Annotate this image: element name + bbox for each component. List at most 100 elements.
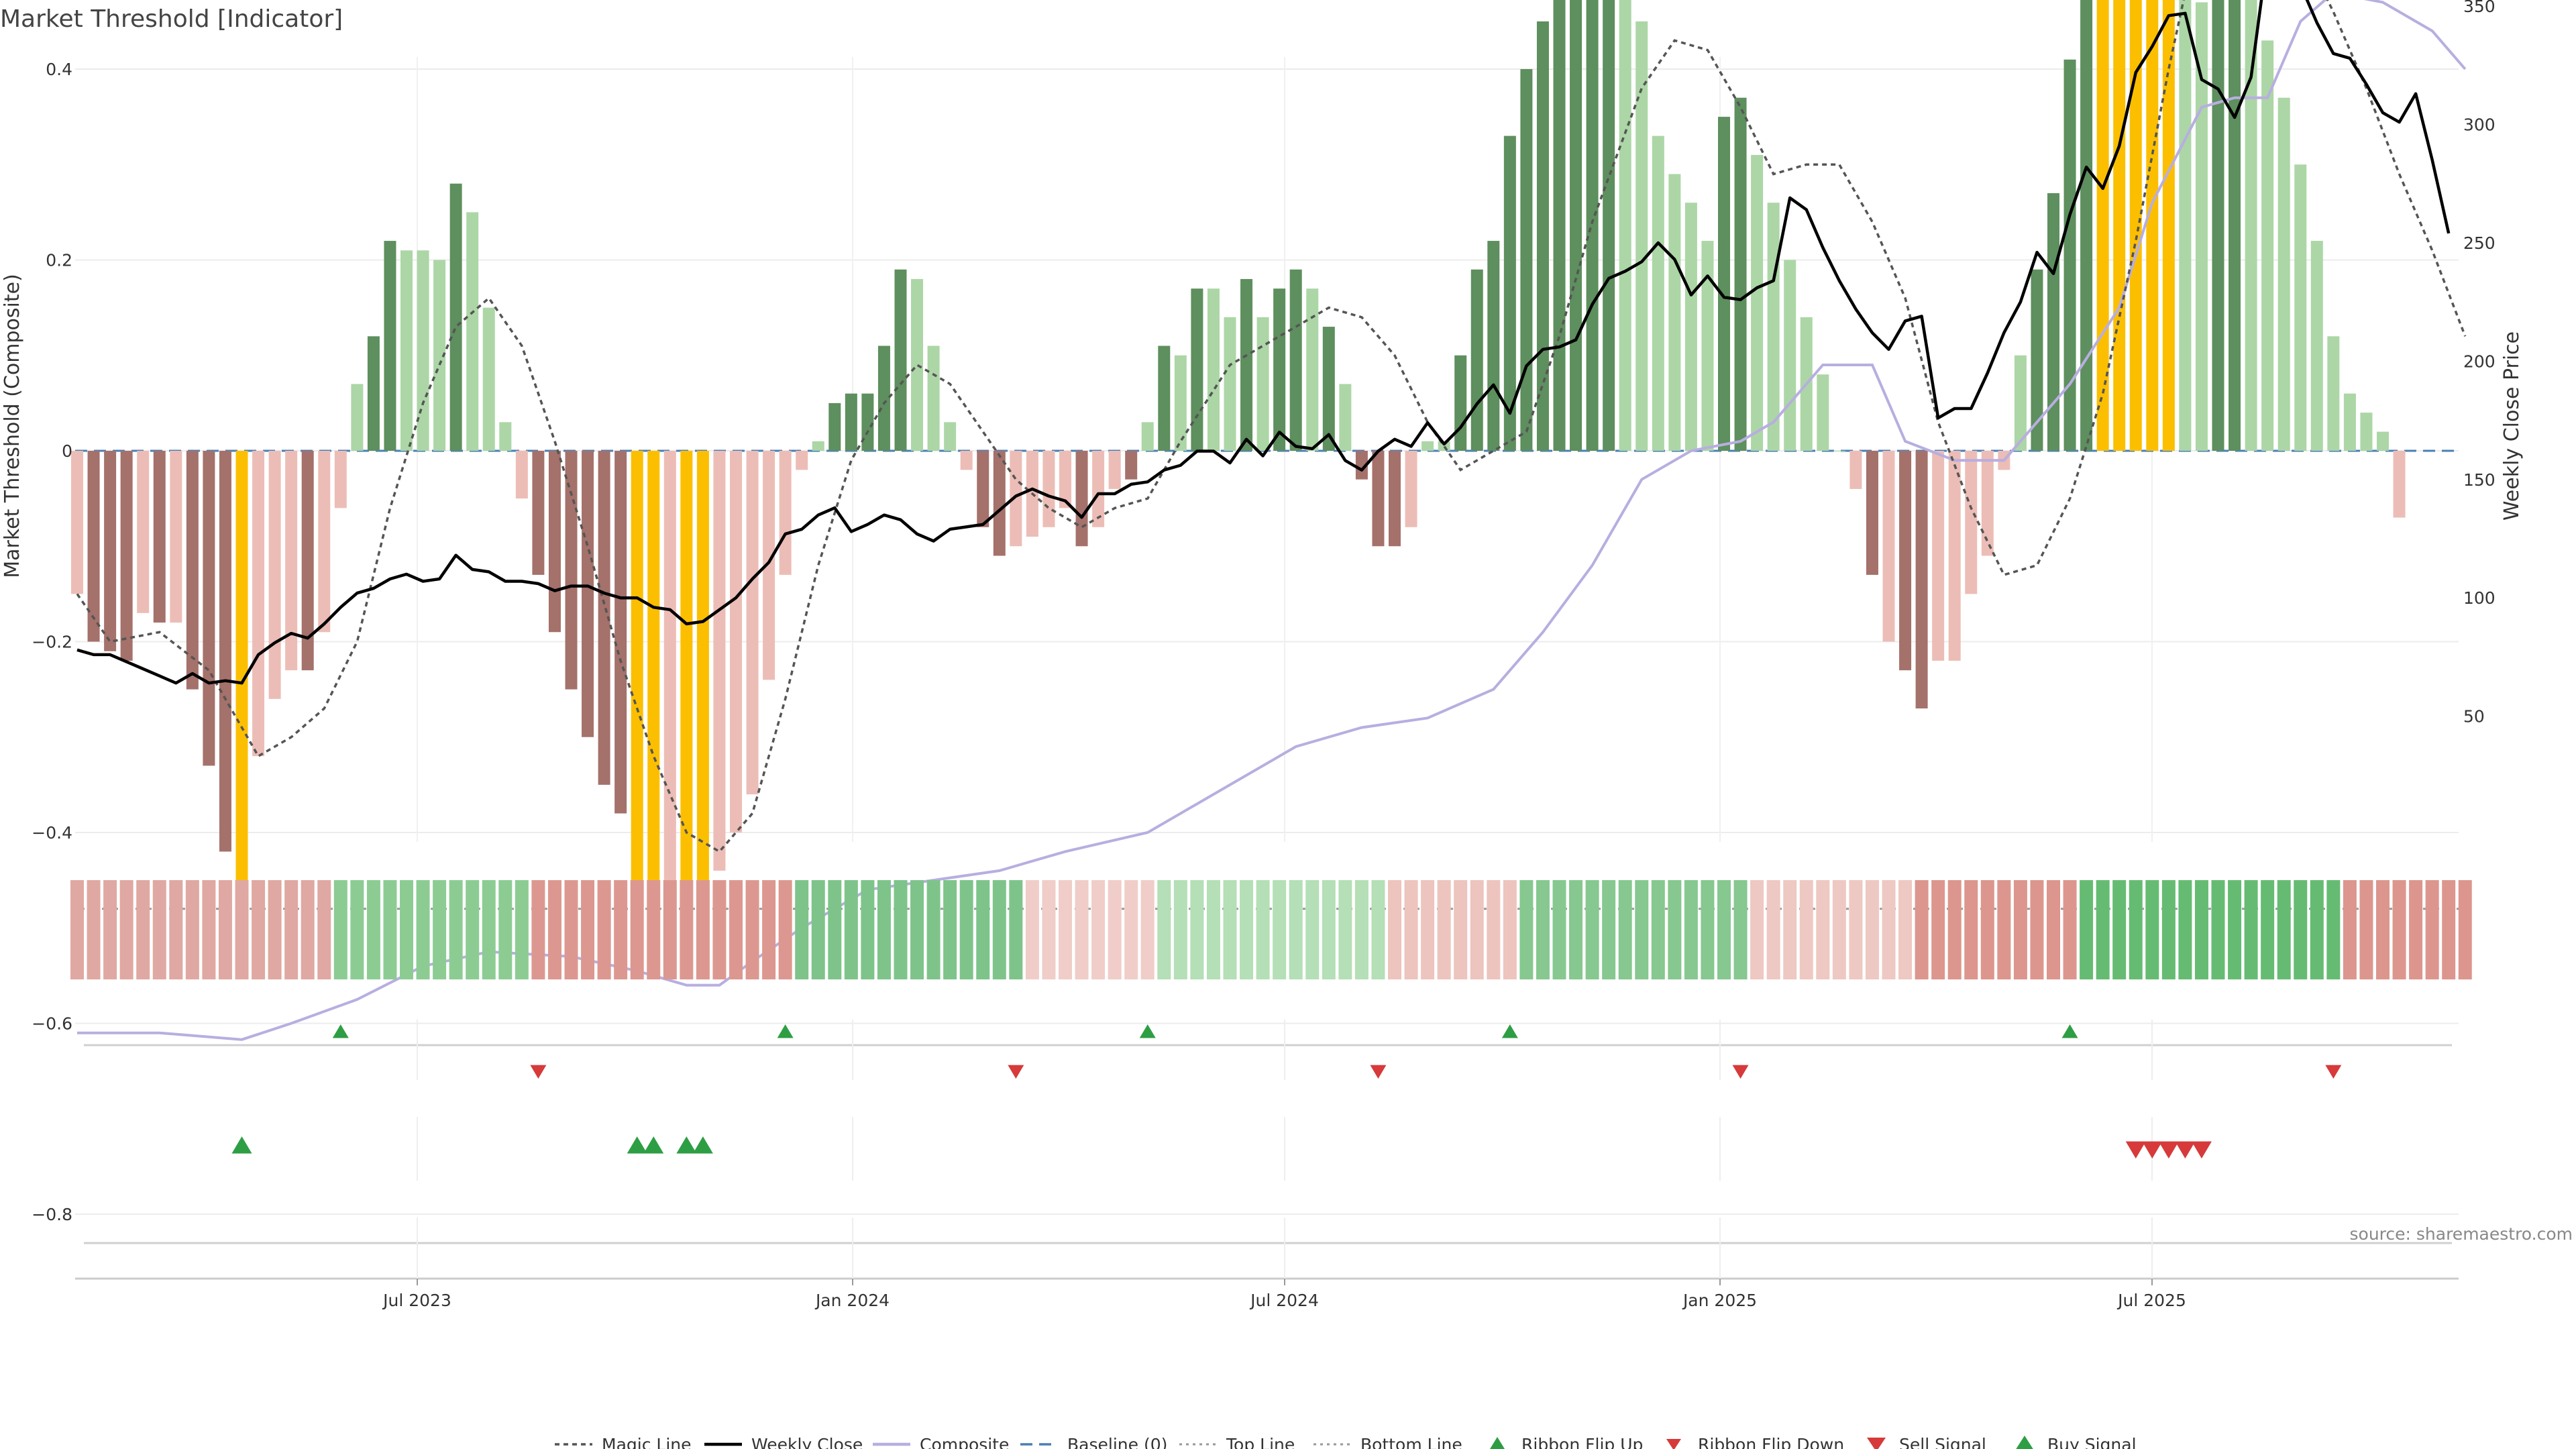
ribbon-cell xyxy=(1552,880,1566,979)
ribbon-cell xyxy=(1635,880,1649,979)
right-tick-label: 300 xyxy=(2463,115,2496,135)
composite-bar xyxy=(1289,269,1302,451)
ribbon-cell xyxy=(433,880,447,979)
ribbon-cell xyxy=(185,880,199,979)
ribbon-cell xyxy=(828,880,842,979)
ribbon-cell xyxy=(1157,880,1171,979)
buy-signal-marker xyxy=(676,1136,697,1154)
ribbon-cell xyxy=(1108,880,1122,979)
ribbon-cell xyxy=(1240,880,1254,979)
ribbon-cell xyxy=(1042,880,1056,979)
composite-bar xyxy=(137,451,150,613)
ribbon-cell xyxy=(2409,880,2423,979)
ribbon-cell xyxy=(1668,880,1682,979)
ribbon-flip-down-marker xyxy=(530,1065,547,1079)
ribbon-cell xyxy=(416,880,430,979)
composite-bar xyxy=(1042,451,1055,527)
ribbon-cell xyxy=(152,880,166,979)
composite-bar xyxy=(812,441,824,451)
composite-bar xyxy=(598,451,610,785)
ribbon-cell xyxy=(1618,880,1632,979)
composite-bar xyxy=(2245,0,2257,451)
ribbon-cell xyxy=(103,880,117,979)
ribbon-cell xyxy=(1322,880,1336,979)
composite-bar xyxy=(1339,384,1352,451)
sell-signal-marker xyxy=(2175,1141,2196,1159)
composite-bar xyxy=(2031,269,2043,451)
buy-signal-marker xyxy=(643,1136,664,1154)
ribbon-cell xyxy=(647,880,661,979)
ribbon-cell xyxy=(745,880,759,979)
left-tick-label: 0.2 xyxy=(46,251,72,270)
ribbon-cell xyxy=(1091,880,1106,979)
composite-bar xyxy=(911,278,924,451)
composite-bar xyxy=(334,451,347,508)
ribbon-cell xyxy=(1733,880,1748,979)
ribbon-cell xyxy=(2228,880,2242,979)
ribbon-cell xyxy=(547,880,561,979)
composite-bar xyxy=(2080,0,2093,451)
composite-bar xyxy=(877,345,890,451)
ribbon-cell xyxy=(1651,880,1665,979)
ribbon-cell xyxy=(1997,880,2011,979)
composite-bar xyxy=(1503,136,1516,451)
ribbon-cell xyxy=(943,880,957,979)
x-tick-label: Jan 2024 xyxy=(814,1291,890,1310)
composite-bar xyxy=(1751,155,1764,451)
ribbon-cell xyxy=(350,880,364,979)
ribbon-cell xyxy=(2129,880,2143,979)
ribbon-cell xyxy=(1421,880,1435,979)
ribbon-cell xyxy=(301,880,315,979)
composite-bar xyxy=(87,451,100,642)
ribbon-cell xyxy=(811,880,825,979)
chart-title: Market Threshold [Indicator] xyxy=(0,5,343,33)
composite-bar xyxy=(631,451,643,890)
composite-bar xyxy=(1866,451,1878,575)
composite-bar xyxy=(713,451,726,871)
composite-bar xyxy=(367,336,380,451)
composite-bar xyxy=(1767,203,1780,451)
ribbon-cell xyxy=(2343,880,2357,979)
composite-bar xyxy=(2212,0,2224,451)
left-tick-label: −0.6 xyxy=(32,1014,72,1034)
x-tick-label: Jul 2024 xyxy=(1249,1291,1319,1310)
ribbon-cell xyxy=(910,880,924,979)
legend-label: Baseline (0) xyxy=(1067,1435,1167,1449)
composite-bar xyxy=(499,422,512,451)
composite-bar xyxy=(170,451,182,623)
sell-signal-marker xyxy=(2142,1141,2163,1159)
right-tick-label: 50 xyxy=(2463,707,2485,727)
composite-bar xyxy=(2310,241,2323,451)
composite-bar xyxy=(203,451,215,766)
ribbon-cell xyxy=(531,880,545,979)
composite-bar xyxy=(186,451,199,690)
composite-bar xyxy=(433,260,446,451)
ribbon-cell xyxy=(894,880,908,979)
composite-bar xyxy=(1454,355,1467,451)
x-tick-label: Jan 2025 xyxy=(1682,1291,1757,1310)
left-tick-label: −0.4 xyxy=(32,823,72,843)
ribbon-cell xyxy=(498,880,513,979)
ribbon-cell xyxy=(119,880,133,979)
composite-bar xyxy=(318,451,331,633)
composite-bar xyxy=(2377,431,2389,451)
ribbon-cell xyxy=(1404,880,1418,979)
composite-bar xyxy=(1652,136,1664,451)
composite-bar xyxy=(696,451,709,928)
composite-bar xyxy=(1668,174,1681,451)
composite-bar xyxy=(482,307,495,451)
ribbon-cell xyxy=(2277,880,2291,979)
composite-bar xyxy=(384,241,396,451)
ribbon-cell xyxy=(87,880,101,979)
composite-bar xyxy=(548,451,561,633)
composite-bar xyxy=(1372,451,1385,547)
sell-signal-marker xyxy=(2125,1141,2146,1159)
ribbon-cell xyxy=(976,880,990,979)
composite-bar xyxy=(2047,193,2059,451)
composite-bar xyxy=(763,451,775,680)
legend-label: Weekly Close xyxy=(751,1435,863,1449)
ribbon-cell xyxy=(449,880,463,979)
composite-bar xyxy=(1635,21,1648,451)
ribbon-cell xyxy=(218,880,232,979)
signal-panels xyxy=(75,1020,2459,1280)
